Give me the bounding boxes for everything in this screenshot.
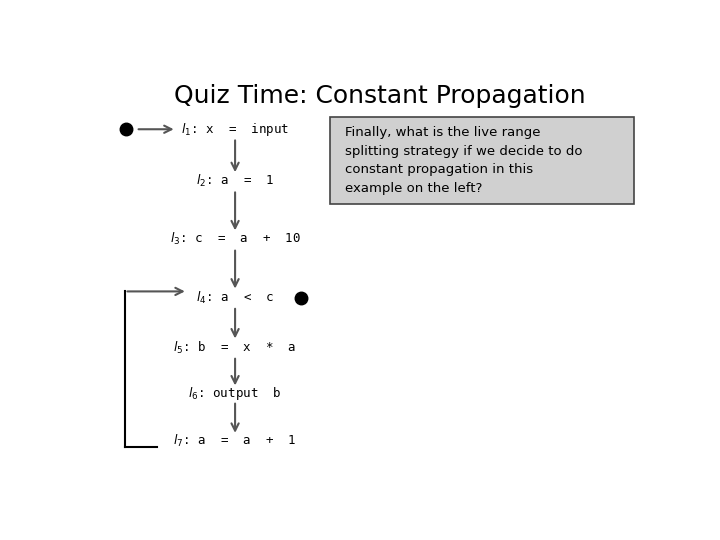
Text: Finally, what is the live range
splitting strategy if we decide to do
constant p: Finally, what is the live range splittin… [345,126,582,195]
Text: $\mathit{l_6}$: output  b: $\mathit{l_6}$: output b [189,385,282,402]
Text: $\mathit{l_5}$: b  =  x  *  a: $\mathit{l_5}$: b = x * a [174,340,297,356]
Text: $\mathit{l_1}$: x  =  input: $\mathit{l_1}$: x = input [181,121,289,138]
Text: $\mathit{l_7}$: a  =  a  +  1: $\mathit{l_7}$: a = a + 1 [174,433,297,449]
Text: $\mathit{l_2}$: a  =  1: $\mathit{l_2}$: a = 1 [196,173,274,190]
Text: $\mathit{l_3}$: c  =  a  +  10: $\mathit{l_3}$: c = a + 10 [170,231,300,247]
Text: Quiz Time: Constant Propagation: Quiz Time: Constant Propagation [174,84,586,107]
Text: $\mathit{l_4}$: a  <  c: $\mathit{l_4}$: a < c [196,289,274,306]
FancyBboxPatch shape [330,117,634,204]
